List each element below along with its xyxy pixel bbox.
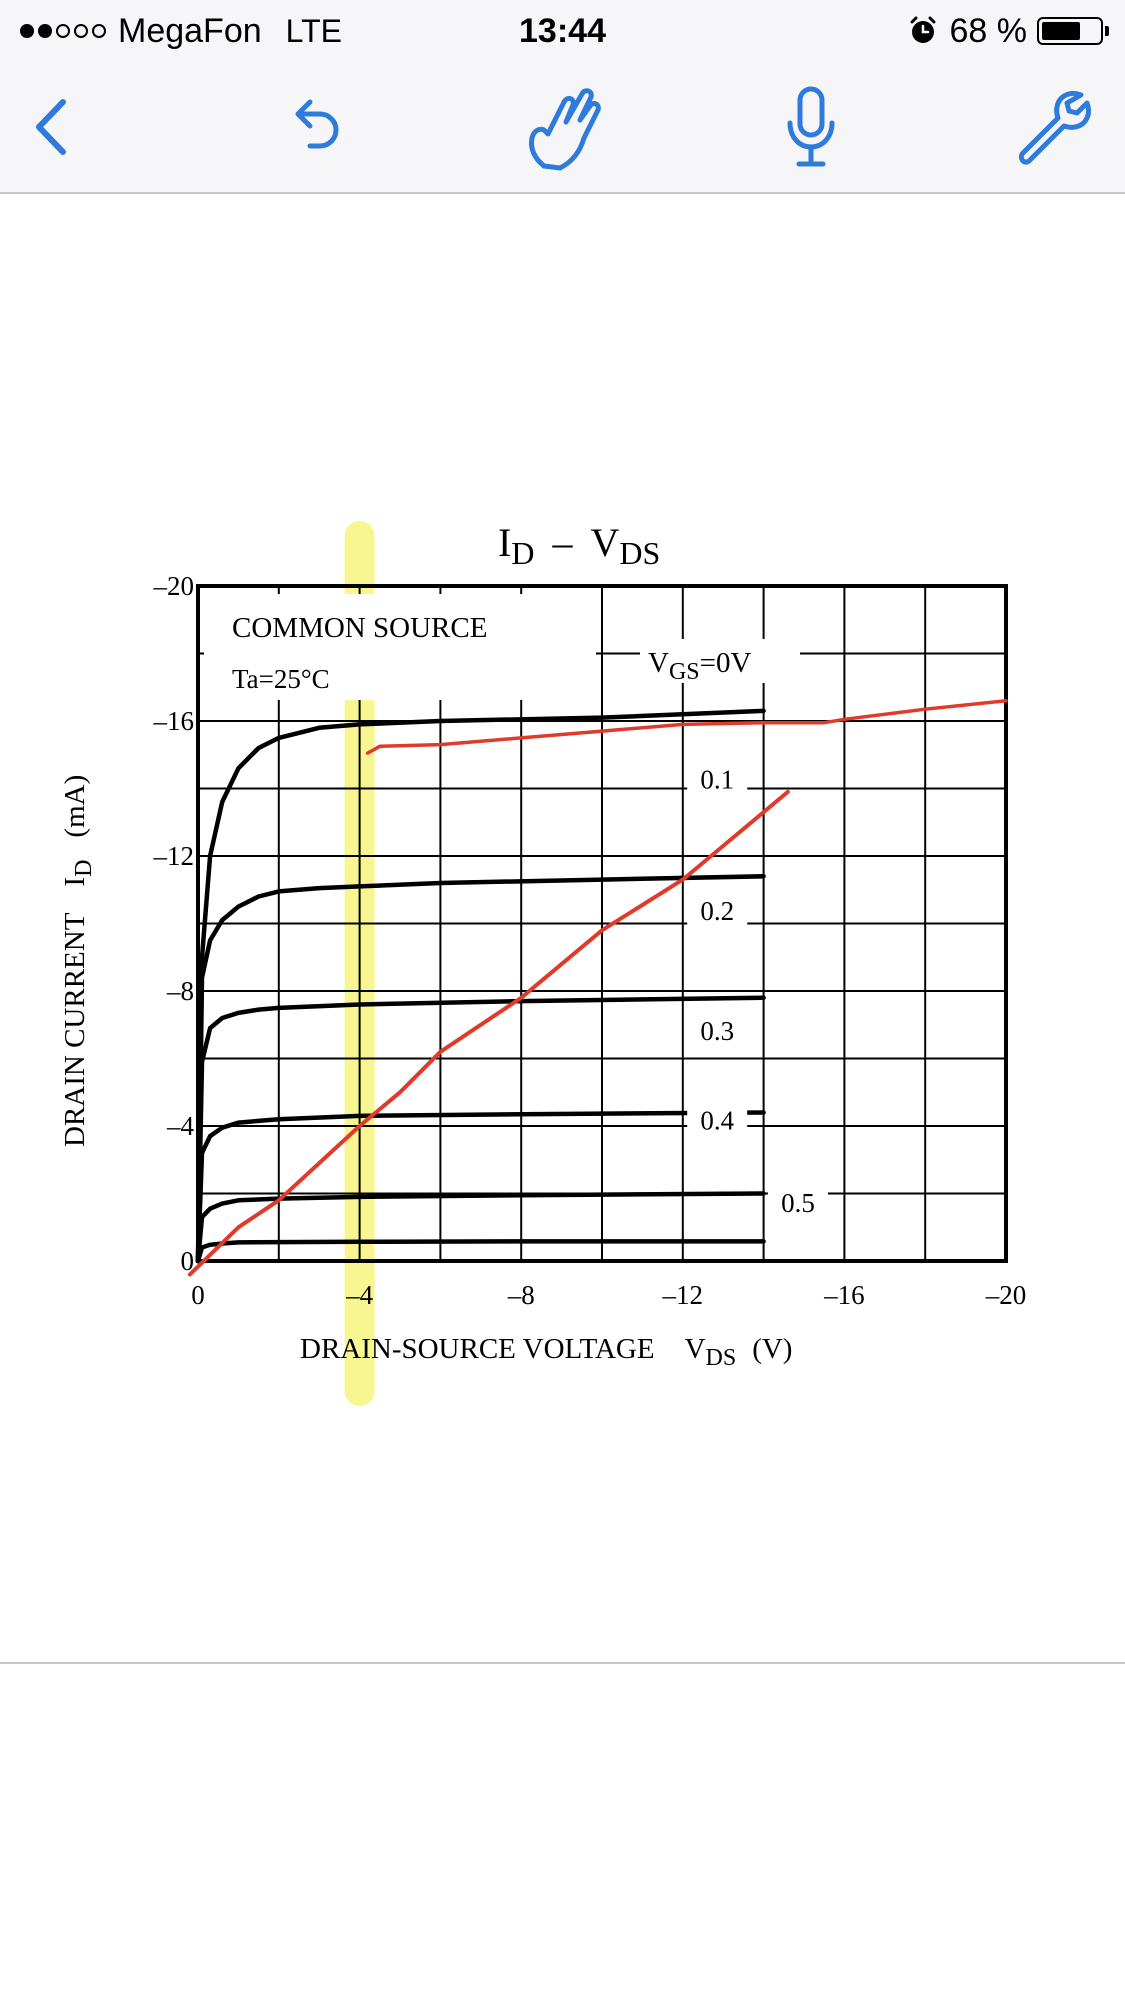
x-tick-label: –16 <box>823 1280 865 1310</box>
characteristic-curve <box>195 995 766 1264</box>
y-tick-label: –12 <box>153 841 195 871</box>
signal-dot <box>38 24 52 38</box>
characteristic-curve <box>195 874 766 1264</box>
curve-label: 0.1 <box>700 765 734 795</box>
temperature-label: Ta=25°C <box>232 664 330 694</box>
signal-strength-icon <box>20 24 106 38</box>
status-time: 13:44 <box>519 12 606 50</box>
microphone-button[interactable] <box>766 82 856 172</box>
x-tick-label: 0 <box>191 1280 205 1310</box>
common-source-label: COMMON SOURCE <box>232 612 487 644</box>
toolbar <box>0 62 1125 194</box>
y-axis-label: DRAIN CURRENT ID (mA) <box>59 775 97 1147</box>
curve-label-background <box>687 1101 748 1138</box>
curve-label-background <box>687 892 748 929</box>
x-tick-label: –12 <box>662 1280 704 1310</box>
battery-icon <box>1037 17 1103 45</box>
x-axis-label-symbol: V <box>685 1333 706 1365</box>
network-type: LTE <box>285 12 342 49</box>
y-tick-label: –20 <box>153 571 195 601</box>
x-axis-label-text: DRAIN-SOURCE VOLTAGE <box>300 1333 655 1365</box>
title-id-sub: D <box>511 535 534 571</box>
vgs-label: VGS=0V <box>648 647 751 685</box>
y-axis-label-text: DRAIN CURRENT <box>59 912 91 1147</box>
characteristic-curve <box>195 708 766 1264</box>
curve-label: 0.2 <box>700 896 734 926</box>
signal-dot <box>20 24 34 38</box>
curve-label-background <box>687 760 748 797</box>
title-id: I <box>498 520 511 565</box>
status-right: 68 % <box>908 8 1109 54</box>
x-axis-label: DRAIN-SOURCE VOLTAGE VDS (V) <box>300 1333 792 1371</box>
y-axis-label-symbol: I <box>59 877 91 887</box>
x-axis-label-sub: DS <box>706 1345 737 1371</box>
signal-dot <box>74 24 88 38</box>
y-axis-label-unit: (mA) <box>59 775 91 838</box>
curve-label-background <box>687 1011 748 1048</box>
title-vds: V <box>590 520 619 565</box>
characteristic-curve <box>195 1110 766 1264</box>
status-bar: MegaFon LTE 13:44 68 % <box>0 0 1125 62</box>
hand-pointer-icon <box>529 88 601 171</box>
characteristic-curve <box>195 1239 766 1264</box>
red-ink-line <box>187 789 790 1277</box>
characteristic-curve <box>195 1191 766 1264</box>
x-tick-label: –20 <box>985 1280 1027 1310</box>
curve-label: 0.4 <box>700 1105 734 1135</box>
y-tick-label: 0 <box>181 1246 195 1276</box>
back-button[interactable] <box>8 82 98 172</box>
alarm-icon <box>910 16 935 43</box>
battery-percent: 68 % <box>949 11 1028 50</box>
status-left: MegaFon LTE <box>20 8 342 54</box>
annotation-box-background <box>204 594 596 700</box>
x-tick-label: –4 <box>345 1280 374 1310</box>
y-tick-label: –4 <box>166 1111 195 1141</box>
title-dash: – <box>551 520 573 565</box>
vgs-label-value: =0V <box>700 647 752 679</box>
x-axis-label-unit: (V) <box>752 1333 792 1365</box>
id-vds-chart: 0 –4 –8 –12 –16 –20 0 –4 –8 –12 –16 –20 0.1 0.2 0.3 0.4… <box>59 520 1027 1406</box>
back-chevron-icon <box>36 99 66 155</box>
battery-cap <box>1105 26 1109 36</box>
undo-icon <box>295 99 339 149</box>
microphone-icon <box>787 86 835 167</box>
x-tick-label: –8 <box>507 1280 535 1310</box>
vgs-label-background <box>640 639 800 683</box>
chart-frame <box>196 584 1008 1263</box>
vgs-label-main: V <box>648 647 669 679</box>
carrier-name: MegaFon <box>118 11 262 50</box>
chart-title: ID – VDS <box>498 520 660 571</box>
signal-dot <box>56 24 70 38</box>
undo-button[interactable] <box>270 82 360 172</box>
hand-tool-button[interactable] <box>517 82 607 172</box>
red-ink-curve <box>365 698 1008 755</box>
curve-label: 0.3 <box>700 1016 734 1046</box>
vgs-label-sub: GS <box>669 659 700 685</box>
document-page: 0 –4 –8 –12 –16 –20 0 –4 –8 –12 –16 –20 0.1 0.2 0.3 0.4… <box>0 194 1125 1664</box>
signal-dot <box>92 24 106 38</box>
y-tick-label: –16 <box>153 706 195 736</box>
title-vds-sub: DS <box>619 535 660 571</box>
tools-button[interactable] <box>1008 82 1098 172</box>
curve-label: 0.5 <box>781 1188 815 1218</box>
battery-fill <box>1042 22 1080 40</box>
y-tick-label: –8 <box>166 976 194 1006</box>
wrench-icon <box>1018 91 1091 165</box>
y-axis-label-sub: D <box>71 860 97 877</box>
curve-label-background <box>768 1184 828 1221</box>
